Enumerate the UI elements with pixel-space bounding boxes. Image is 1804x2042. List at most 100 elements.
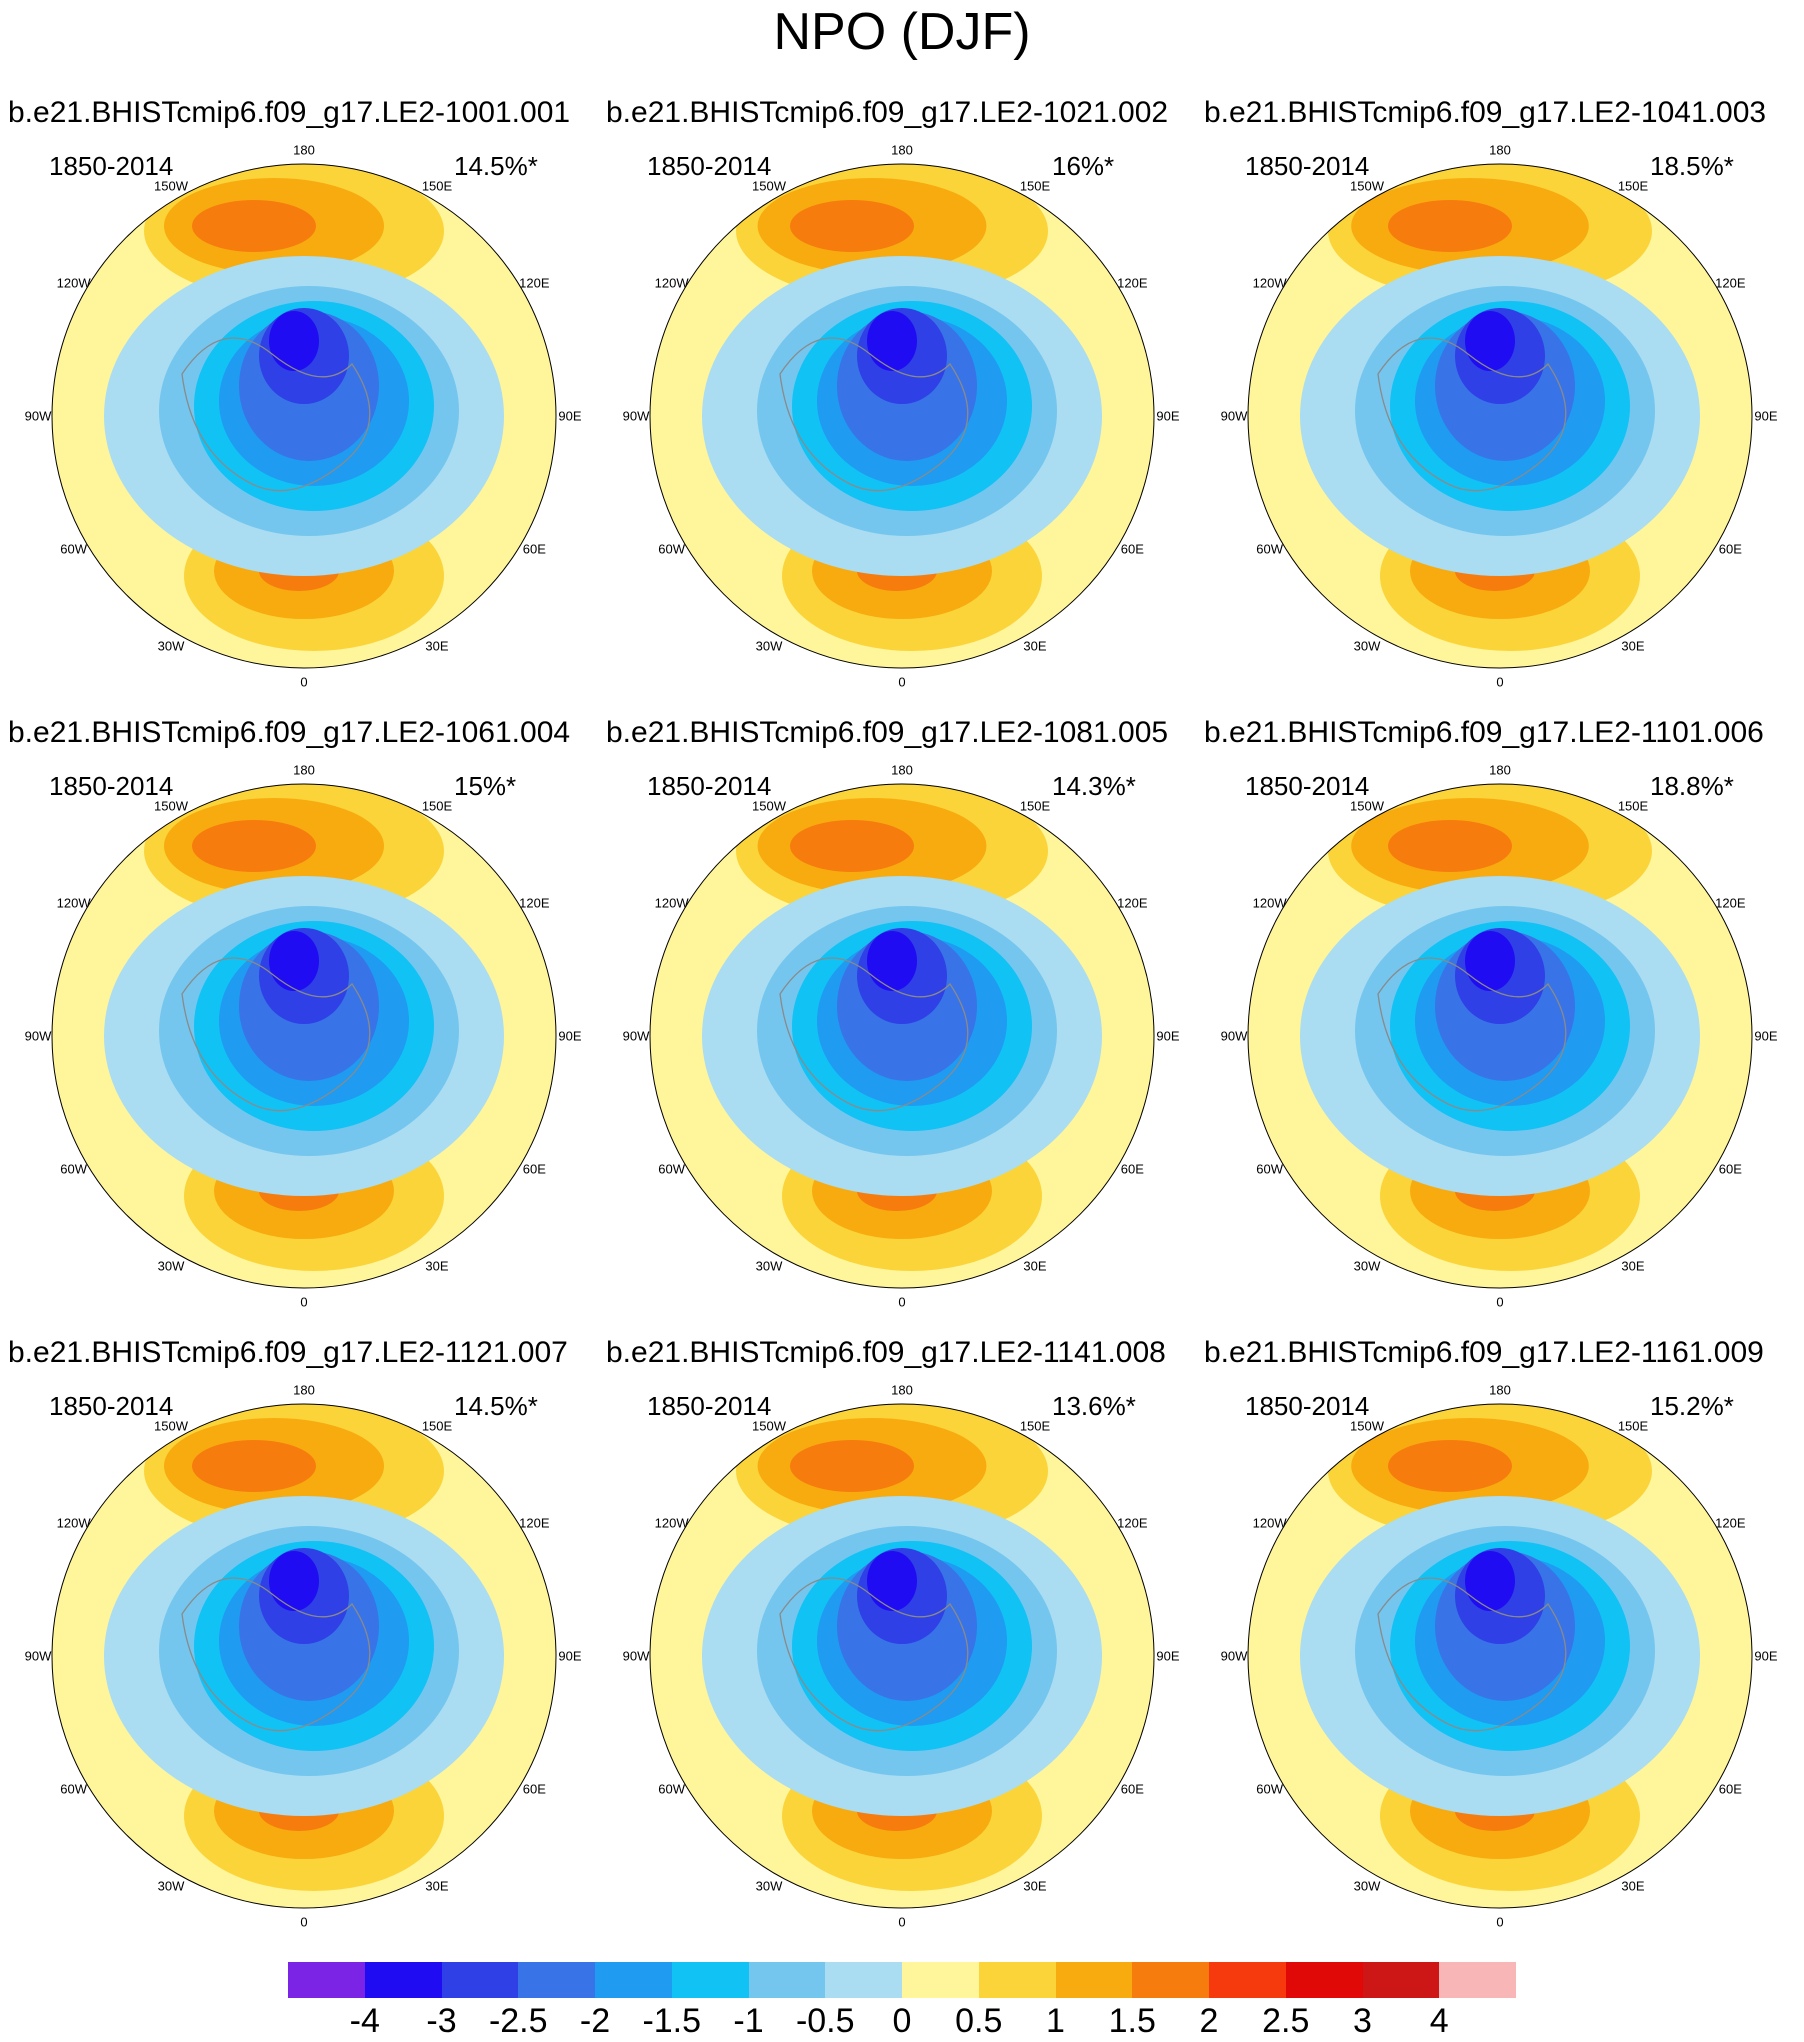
coastline (779, 337, 969, 492)
longitude-label: 30W (157, 1258, 185, 1274)
colorbar-swatch (364, 1962, 442, 1998)
colorbar-tick-label: -0.5 (795, 2002, 855, 2040)
longitude-label: 90W (1220, 1648, 1248, 1664)
colorbar-swatch (902, 1962, 979, 1998)
longitude-label: 90E (1156, 1648, 1180, 1664)
longitude-label: 120E (1715, 1515, 1746, 1531)
longitude-label: 150E (1617, 1418, 1649, 1434)
longitude-label: 150W (1350, 1418, 1384, 1434)
longitude-label: 60E (1120, 1161, 1144, 1177)
longitude-label: 90W (622, 408, 650, 424)
longitude-label: 90W (1220, 408, 1248, 424)
longitude-label: 120E (519, 275, 550, 291)
coastline (1377, 1577, 1567, 1732)
longitude-label: 120E (1117, 895, 1148, 911)
colorbar-swatch (1132, 1962, 1209, 1998)
longitude-label: 60W (1256, 541, 1283, 557)
longitude-label: 30W (157, 638, 185, 654)
map-border (51, 1403, 557, 1909)
longitude-label: 150E (421, 798, 453, 814)
colorbar-swatch (1362, 1962, 1440, 1998)
panel-title: b.e21.BHISTcmip6.f09_g17.LE2-1001.001 (8, 96, 571, 129)
longitude-label: 90E (558, 408, 582, 424)
colorbar-swatch (978, 1962, 1056, 1998)
longitude-label: 0 (898, 674, 906, 690)
coastline (181, 337, 371, 492)
colorbar-swatch (1285, 1962, 1363, 1998)
contour-region (269, 1551, 319, 1611)
map-border (1247, 1403, 1753, 1909)
colorbar-tick-label: -1 (733, 2002, 764, 2040)
longitude-label: 150W (1350, 178, 1384, 194)
longitude-label: 180 (891, 762, 913, 778)
polar-map (51, 1403, 557, 1909)
longitude-label: 90E (1754, 1648, 1778, 1664)
panel-title: b.e21.BHISTcmip6.f09_g17.LE2-1101.006 (1204, 716, 1764, 749)
colorbar-swatch (1055, 1962, 1133, 1998)
longitude-label: 0 (300, 674, 308, 690)
colorbar-tick-label: 2 (1199, 2002, 1219, 2040)
longitude-label: 150W (1350, 798, 1384, 814)
coastline (779, 957, 969, 1112)
longitude-label: 90W (1220, 1028, 1248, 1044)
colorbar-tick-label: -2.5 (488, 2002, 548, 2040)
panel-title: b.e21.BHISTcmip6.f09_g17.LE2-1121.007 (8, 1336, 568, 1369)
panel-title: b.e21.BHISTcmip6.f09_g17.LE2-1041.003 (1204, 96, 1767, 129)
panel-variance: 16%* (1052, 151, 1115, 181)
longitude-label: 120W (1252, 275, 1287, 291)
colorbar-tick-label: 2.5 (1262, 2002, 1310, 2040)
contour-region (790, 1440, 914, 1492)
longitude-label: 30W (1353, 1258, 1381, 1274)
contour-region (269, 311, 319, 371)
colorbar-tick-label: 1 (1046, 2002, 1065, 2040)
panel-title: b.e21.BHISTcmip6.f09_g17.LE2-1081.005 (606, 716, 1169, 749)
longitude-label: 30W (755, 638, 783, 654)
longitude-label: 30E (425, 1258, 449, 1274)
longitude-label: 180 (1489, 142, 1511, 158)
colorbar-tick-label: -3 (426, 2002, 457, 2040)
longitude-label: 0 (1496, 674, 1504, 690)
map-border (51, 783, 557, 1289)
longitude-label: 90E (1754, 408, 1778, 424)
colorbar-swatch (671, 1962, 749, 1998)
longitude-label: 60E (1718, 1161, 1742, 1177)
longitude-label: 60E (1120, 541, 1144, 557)
longitude-label: 150W (154, 178, 188, 194)
contour-region (867, 1551, 917, 1611)
panel-period: 1850-2014 (1245, 771, 1370, 801)
figure-title: NPO (DJF) (773, 3, 1031, 61)
longitude-label: 150E (421, 178, 453, 194)
polar-map (649, 783, 1155, 1289)
contour-region (1465, 931, 1515, 991)
longitude-label: 30W (1353, 638, 1381, 654)
longitude-label: 90W (24, 1648, 52, 1664)
longitude-label: 120E (1715, 895, 1746, 911)
longitude-label: 150W (154, 1418, 188, 1434)
polar-map (51, 783, 557, 1289)
map-border (649, 163, 1155, 669)
longitude-label: 150E (1019, 178, 1051, 194)
panel-title: b.e21.BHISTcmip6.f09_g17.LE2-1141.008 (606, 1336, 1166, 1369)
longitude-label: 120W (654, 275, 689, 291)
coastline (1377, 957, 1567, 1112)
longitude-label: 150W (752, 1418, 786, 1434)
polar-map (1247, 163, 1753, 669)
longitude-label: 60W (658, 1781, 685, 1797)
longitude-label: 120W (56, 275, 91, 291)
map-border (51, 163, 557, 669)
longitude-label: 0 (1496, 1914, 1504, 1930)
panel-variance: 15%* (454, 771, 517, 801)
longitude-label: 0 (1496, 1294, 1504, 1310)
coastline (1377, 337, 1567, 492)
longitude-label: 120W (56, 895, 91, 911)
colorbar-tick-label: 3 (1353, 2002, 1372, 2040)
longitude-label: 30E (1023, 638, 1047, 654)
longitude-label: 0 (898, 1294, 906, 1310)
panel-period: 1850-2014 (1245, 1391, 1370, 1421)
longitude-label: 30E (1621, 638, 1645, 654)
colorbar-tick-label: -2 (579, 2002, 611, 2040)
longitude-label: 30E (425, 638, 449, 654)
longitude-label: 90W (622, 1028, 650, 1044)
coastline (181, 957, 371, 1112)
panel-title: b.e21.BHISTcmip6.f09_g17.LE2-1161.009 (1204, 1336, 1764, 1369)
